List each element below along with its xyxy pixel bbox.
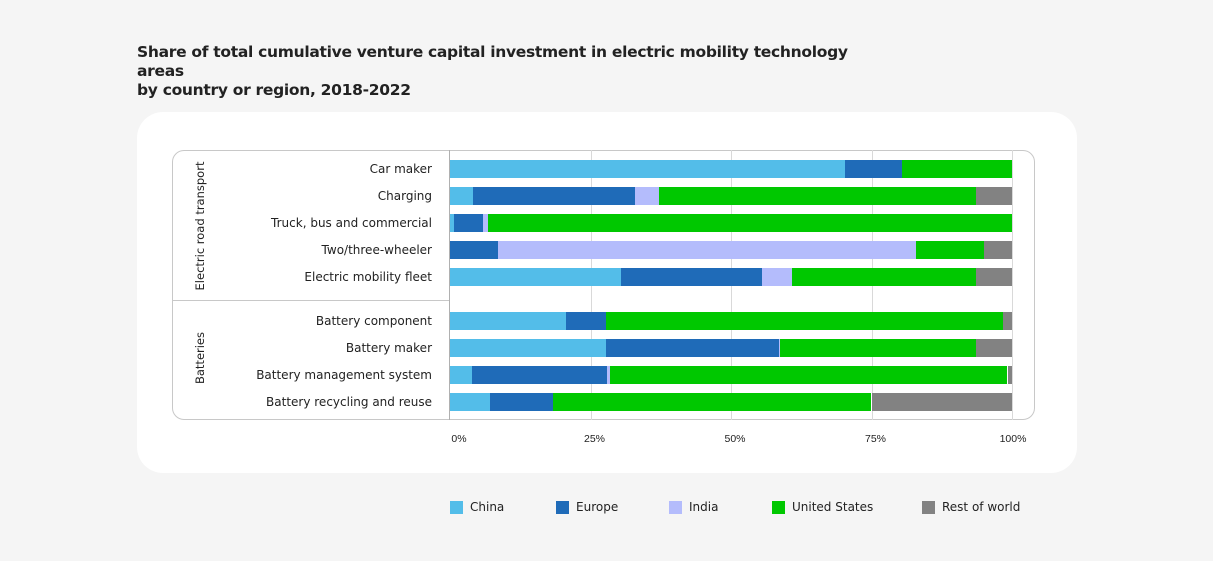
bar-battery-component-united-states — [606, 312, 1003, 330]
bar-electric-mobility-fleet-europe — [620, 268, 762, 286]
bar-battery-recycling-and-reuse-europe — [489, 393, 554, 411]
bar-battery-maker-india — [778, 339, 781, 357]
bar-battery-maker-united-states — [780, 339, 977, 357]
bar-battery-maker-china — [450, 339, 607, 357]
bar-battery-management-system-rest-of-world — [1007, 366, 1012, 384]
legend-item-china: China — [450, 500, 504, 514]
row-label-battery-maker: Battery maker — [345, 341, 432, 355]
bar-battery-management-system-india — [607, 366, 611, 384]
bar-battery-management-system-europe — [471, 366, 608, 384]
chart-frame — [172, 150, 1035, 420]
legend-label-india: India — [689, 500, 719, 514]
bar-battery-management-system-china — [450, 366, 472, 384]
bar-battery-component-europe — [565, 312, 607, 330]
group-label-batteries: Batteries — [193, 331, 207, 385]
bar-two-three-wheeler-united-states — [916, 241, 984, 259]
row-label-car-maker: Car maker — [369, 162, 432, 176]
bar-car-maker-europe — [845, 160, 902, 178]
legend-swatch-united-states — [772, 500, 785, 514]
legend-label-rest-of-world: Rest of world — [942, 500, 1021, 514]
plot-axis-line — [449, 150, 450, 420]
row-label-battery-component: Battery component — [315, 314, 432, 328]
group-divider — [172, 300, 450, 301]
bar-battery-recycling-and-reuse-united-states — [553, 393, 872, 411]
row-label-electric-mobility-fleet: Electric mobility fleet — [304, 270, 432, 284]
bar-two-three-wheeler-europe — [450, 241, 498, 259]
bar-charging-europe — [473, 187, 635, 205]
legend-label-europe: Europe — [576, 500, 619, 514]
legend-item-india: India — [669, 500, 718, 514]
legend-label-united-states: United States — [792, 500, 874, 514]
row-label-two-three-wheeler: Two/three-wheeler — [321, 243, 432, 257]
bar-battery-component-rest-of-world — [1003, 312, 1012, 330]
bar-electric-mobility-fleet-india — [761, 268, 793, 286]
x-tick-label-25: 25% — [583, 433, 606, 445]
chart-title-line-1: Share of total cumulative venture capita… — [137, 43, 848, 80]
x-tick-label-75: 75% — [864, 433, 887, 445]
bar-truck-bus-and-commercial-europe — [453, 214, 484, 232]
chart-title-line-2: by country or region, 2018-2022 — [137, 81, 411, 99]
legend-swatch-rest-of-world — [922, 500, 935, 514]
legend-item-europe: Europe — [556, 500, 618, 514]
bar-charging-china — [450, 187, 474, 205]
gridline-100 — [1012, 150, 1013, 420]
legend-item-united-states: United States — [772, 500, 873, 514]
legend-label-china: China — [470, 500, 505, 514]
bar-car-maker-china — [450, 160, 846, 178]
bar-truck-bus-and-commercial-china — [450, 214, 454, 232]
bar-charging-rest-of-world — [976, 187, 1012, 205]
row-label-battery-recycling-and-reuse: Battery recycling and reuse — [266, 395, 432, 409]
x-tick-label-50: 50% — [724, 433, 746, 445]
x-tick-label-100: 100% — [999, 433, 1027, 445]
bar-car-maker-united-states — [901, 160, 1012, 178]
row-label-charging: Charging — [377, 189, 432, 203]
chart-title: Share of total cumulative venture capita… — [137, 43, 897, 100]
row-label-truck-bus-and-commercial: Truck, bus and commercial — [271, 216, 432, 230]
legend-swatch-europe — [556, 500, 569, 514]
bar-electric-mobility-fleet-china — [450, 268, 621, 286]
bar-battery-recycling-and-reuse-rest-of-world — [871, 393, 1012, 411]
bar-battery-maker-rest-of-world — [976, 339, 1012, 357]
x-tick-label-0: 0% — [451, 433, 467, 445]
bar-electric-mobility-fleet-united-states — [792, 268, 977, 286]
bar-truck-bus-and-commercial-india — [483, 214, 489, 232]
bar-truck-bus-and-commercial-united-states — [488, 214, 1012, 232]
legend: China Europe India United States Rest of wor… — [450, 500, 1040, 520]
bar-battery-maker-europe — [606, 339, 779, 357]
bar-two-three-wheeler-india — [497, 241, 917, 259]
row-label-battery-management-system: Battery management system — [256, 368, 432, 382]
bar-battery-management-system-united-states — [610, 366, 1008, 384]
bar-charging-united-states — [659, 187, 977, 205]
legend-swatch-china — [450, 500, 463, 514]
bar-charging-india — [634, 187, 660, 205]
legend-item-rest-of-world: Rest of world — [922, 500, 1020, 514]
bar-battery-component-china — [450, 312, 566, 330]
legend-swatch-india — [669, 500, 682, 514]
bar-two-three-wheeler-rest-of-world — [983, 241, 1012, 259]
group-label-electric-road-transport: Electric road transport — [193, 161, 207, 291]
bar-battery-recycling-and-reuse-china — [450, 393, 490, 411]
bar-electric-mobility-fleet-rest-of-world — [976, 268, 1012, 286]
